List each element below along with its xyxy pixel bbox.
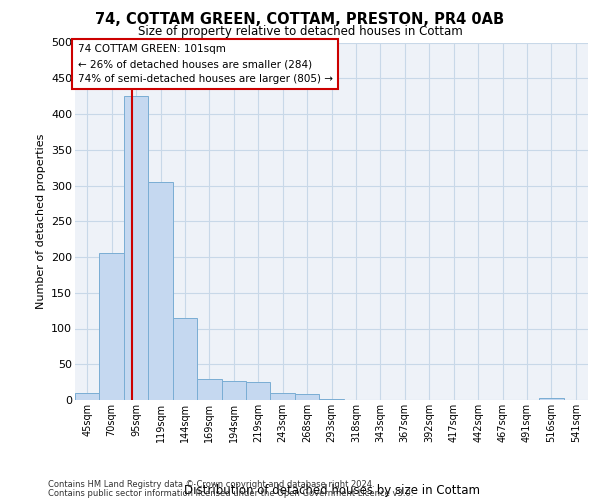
Bar (539, 398, 563, 400)
Text: Size of property relative to detached houses in Cottam: Size of property relative to detached ho… (137, 25, 463, 38)
Y-axis label: Number of detached properties: Number of detached properties (35, 134, 46, 309)
Text: 74 COTTAM GREEN: 101sqm
← 26% of detached houses are smaller (284)
74% of semi-d: 74 COTTAM GREEN: 101sqm ← 26% of detache… (77, 44, 332, 84)
Bar (148, 182, 173, 400)
X-axis label: Distribution of detached houses by size in Cottam: Distribution of detached houses by size … (184, 484, 479, 496)
Bar (271, 393, 295, 400)
Text: 74, COTTAM GREEN, COTTAM, PRESTON, PR4 0AB: 74, COTTAM GREEN, COTTAM, PRESTON, PR4 0… (95, 12, 505, 28)
Text: Contains HM Land Registry data © Crown copyright and database right 2024.: Contains HM Land Registry data © Crown c… (48, 480, 374, 489)
Bar (319, 398, 344, 400)
Bar (173, 318, 197, 400)
Bar (124, 96, 148, 400)
Bar (295, 394, 319, 400)
Bar (197, 378, 221, 400)
Bar (100, 254, 124, 400)
Text: Contains public sector information licensed under the Open Government Licence v3: Contains public sector information licen… (48, 488, 413, 498)
Bar (246, 382, 271, 400)
Bar (221, 380, 246, 400)
Bar (75, 393, 100, 400)
